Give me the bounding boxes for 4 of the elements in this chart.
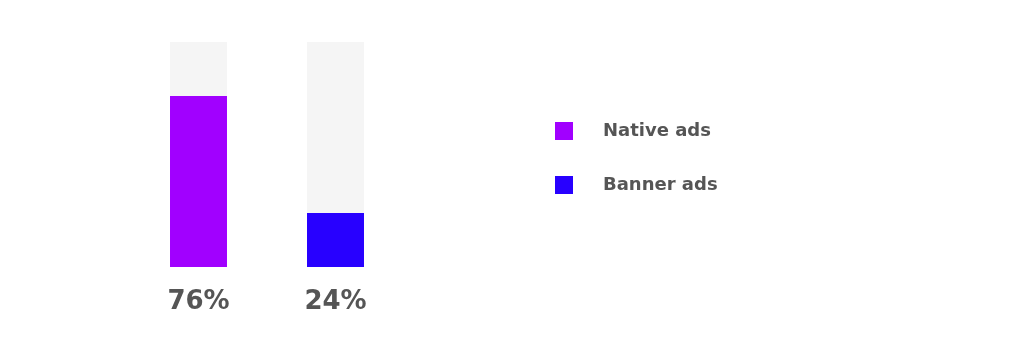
data-label: 24% [304,285,367,315]
legend-label: Banner ads [603,173,718,194]
legend-label: Native ads [603,119,711,140]
data-label: 76% [167,285,230,315]
